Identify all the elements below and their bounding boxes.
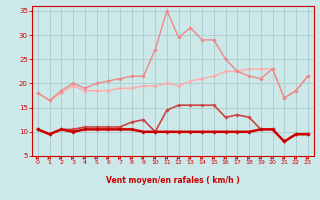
- X-axis label: Vent moyen/en rafales ( km/h ): Vent moyen/en rafales ( km/h ): [106, 176, 240, 185]
